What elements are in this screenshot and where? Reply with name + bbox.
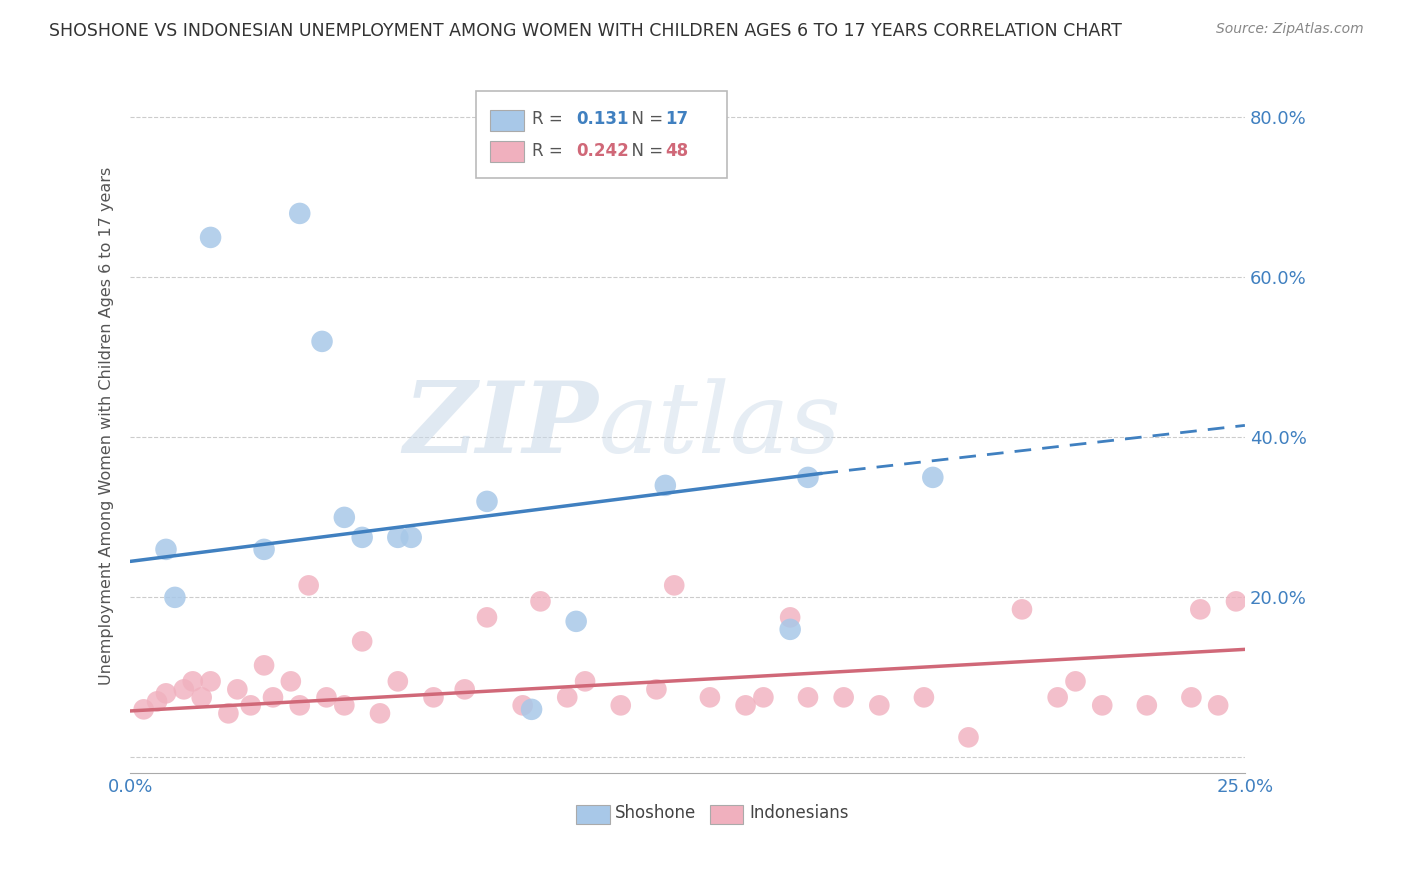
Text: ZIP: ZIP	[404, 377, 599, 474]
Point	[520, 702, 543, 716]
Text: SHOSHONE VS INDONESIAN UNEMPLOYMENT AMONG WOMEN WITH CHILDREN AGES 6 TO 17 YEARS: SHOSHONE VS INDONESIAN UNEMPLOYMENT AMON…	[49, 22, 1122, 40]
Point	[779, 623, 801, 637]
Point	[262, 690, 284, 705]
Point	[226, 682, 249, 697]
Text: R =: R =	[531, 142, 568, 160]
Text: Shoshone: Shoshone	[616, 804, 696, 822]
Text: 48: 48	[665, 142, 689, 160]
Point	[797, 470, 820, 484]
Point	[454, 682, 477, 697]
Point	[1225, 594, 1247, 608]
Point	[779, 610, 801, 624]
Point	[654, 478, 676, 492]
Point	[146, 694, 169, 708]
Point	[664, 578, 686, 592]
Point	[288, 206, 311, 220]
Point	[333, 510, 356, 524]
Point	[752, 690, 775, 705]
Point	[352, 530, 374, 544]
Point	[217, 706, 239, 721]
Point	[1091, 698, 1114, 713]
Bar	[576, 805, 610, 824]
Point	[298, 578, 321, 592]
Point	[475, 494, 498, 508]
Text: N =: N =	[620, 111, 668, 128]
Point	[797, 690, 820, 705]
Point	[512, 698, 534, 713]
Text: R =: R =	[531, 111, 568, 128]
Point	[173, 682, 195, 697]
Point	[475, 610, 498, 624]
Point	[957, 731, 980, 745]
Text: Source: ZipAtlas.com: Source: ZipAtlas.com	[1216, 22, 1364, 37]
Point	[868, 698, 890, 713]
Point	[565, 615, 588, 629]
Point	[387, 530, 409, 544]
Point	[921, 470, 943, 484]
Point	[1136, 698, 1159, 713]
Point	[832, 690, 855, 705]
Y-axis label: Unemployment Among Women with Children Ages 6 to 17 years: Unemployment Among Women with Children A…	[100, 166, 114, 684]
Point	[645, 682, 668, 697]
Text: N =: N =	[620, 142, 668, 160]
Point	[288, 698, 311, 713]
Text: Indonesians: Indonesians	[749, 804, 848, 822]
Point	[253, 542, 276, 557]
Point	[311, 334, 333, 349]
Point	[1011, 602, 1033, 616]
Point	[368, 706, 391, 721]
Point	[1206, 698, 1229, 713]
Point	[1180, 690, 1202, 705]
Point	[352, 634, 374, 648]
Point	[422, 690, 444, 705]
Text: 0.242: 0.242	[576, 142, 628, 160]
Point	[200, 230, 222, 244]
Point	[912, 690, 935, 705]
Point	[555, 690, 578, 705]
Point	[239, 698, 262, 713]
Point	[529, 594, 551, 608]
Point	[132, 702, 155, 716]
Point	[315, 690, 337, 705]
Bar	[710, 805, 744, 824]
Point	[333, 698, 356, 713]
Text: 17: 17	[665, 111, 689, 128]
Point	[609, 698, 631, 713]
Point	[155, 542, 177, 557]
Point	[155, 686, 177, 700]
Point	[734, 698, 756, 713]
Point	[1064, 674, 1087, 689]
Point	[253, 658, 276, 673]
Point	[1189, 602, 1212, 616]
Point	[574, 674, 596, 689]
Point	[280, 674, 302, 689]
Point	[181, 674, 204, 689]
Text: 0.131: 0.131	[576, 111, 628, 128]
Point	[200, 674, 222, 689]
Point	[1046, 690, 1069, 705]
Point	[399, 530, 422, 544]
Point	[190, 690, 212, 705]
Point	[699, 690, 721, 705]
Bar	[491, 142, 524, 162]
Text: atlas: atlas	[599, 377, 841, 473]
FancyBboxPatch shape	[475, 91, 727, 178]
Point	[163, 591, 186, 605]
Bar	[491, 110, 524, 131]
Point	[387, 674, 409, 689]
